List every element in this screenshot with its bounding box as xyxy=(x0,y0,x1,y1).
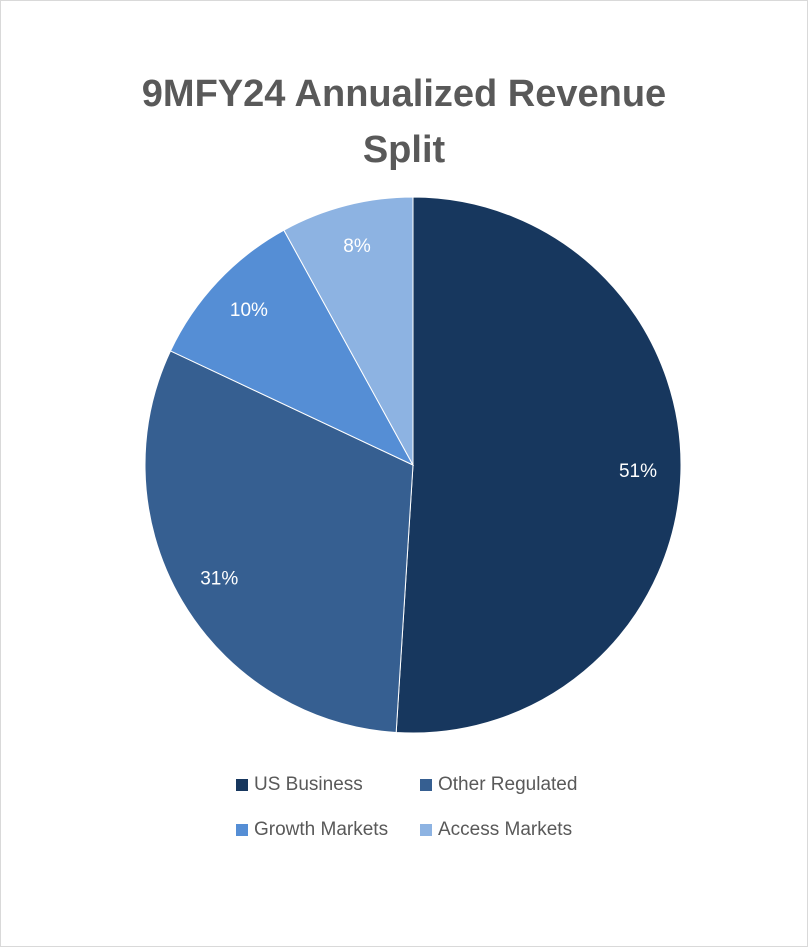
legend-swatch xyxy=(420,779,432,791)
data-label: 10% xyxy=(230,300,268,321)
legend-swatch xyxy=(236,779,248,791)
legend-label: Other Regulated xyxy=(438,774,577,795)
legend-label: Growth Markets xyxy=(254,819,388,840)
pie-slice xyxy=(169,229,415,467)
pie-slice xyxy=(283,196,414,466)
legend-swatch xyxy=(236,824,248,836)
legend-label: Access Markets xyxy=(438,819,572,840)
data-label: 8% xyxy=(343,236,371,257)
legend-swatch xyxy=(420,824,432,836)
legend-label: US Business xyxy=(254,774,363,795)
pie-slice xyxy=(395,196,682,734)
data-label: 51% xyxy=(619,461,657,482)
chart-title: 9MFY24 Annualized Revenue Split xyxy=(141,73,667,171)
pie-slice xyxy=(144,350,414,734)
data-label: 31% xyxy=(200,569,238,590)
